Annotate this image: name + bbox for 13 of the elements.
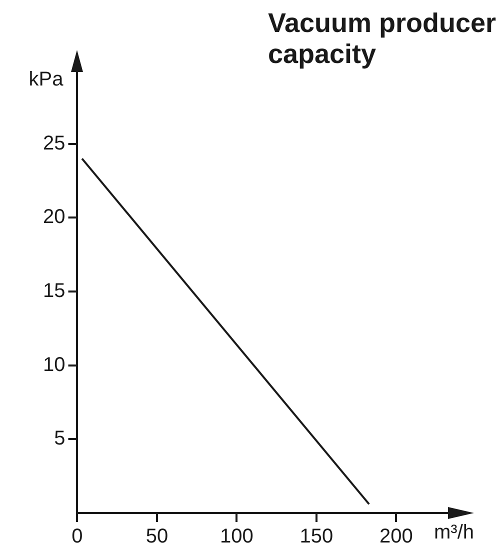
y-axis-title: kPa [28, 68, 64, 91]
x-tick-label: 200 [380, 526, 413, 548]
x-tick-label: 0 [72, 526, 83, 548]
y-tick-label: 5 [54, 428, 66, 450]
chart-title: Vacuum producer capacity [268, 8, 498, 70]
x-tick-label: 50 [146, 526, 168, 548]
y-tick-label: 25 [42, 132, 66, 154]
x-tick-label: 150 [300, 526, 334, 548]
y-tick-label: 10 [42, 354, 66, 376]
y-tick-label: 20 [42, 206, 66, 228]
x-tick-label: 100 [220, 526, 254, 548]
y-tick-label: 15 [42, 280, 66, 302]
x-axis-title: m³/h [434, 522, 474, 544]
